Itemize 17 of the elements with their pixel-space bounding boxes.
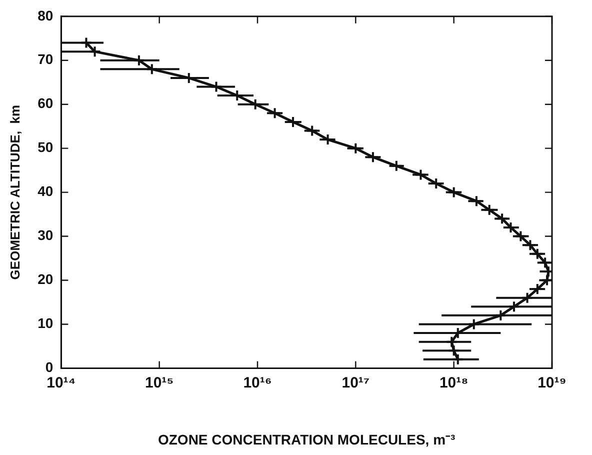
y-tick-label: 40 bbox=[38, 183, 54, 200]
y-tick-label: 30 bbox=[38, 227, 54, 244]
x-tick-label: 10¹⁶ bbox=[243, 374, 272, 392]
x-axis-title: OZONE CONCENTRATION MOLECULES, m⁻³ bbox=[158, 431, 456, 448]
y-tick-label: 20 bbox=[38, 271, 54, 288]
y-tick-label: 10 bbox=[38, 315, 54, 332]
y-tick-label: 0 bbox=[45, 359, 54, 376]
y-tick-label: 80 bbox=[38, 7, 54, 24]
x-tick-label: 10¹⁵ bbox=[144, 374, 174, 392]
x-tick-label: 10¹⁸ bbox=[439, 374, 468, 392]
y-axis-title: GEOMETRIC ALTITUDE, km bbox=[7, 104, 22, 280]
x-tick-label: 10¹⁹ bbox=[538, 374, 566, 392]
y-tick-label: 70 bbox=[38, 51, 54, 68]
x-tick-label: 10¹⁴ bbox=[46, 374, 76, 392]
x-tick-label: 10¹⁷ bbox=[342, 374, 370, 392]
y-tick-label: 50 bbox=[38, 139, 54, 156]
y-tick-label: 60 bbox=[38, 95, 54, 112]
